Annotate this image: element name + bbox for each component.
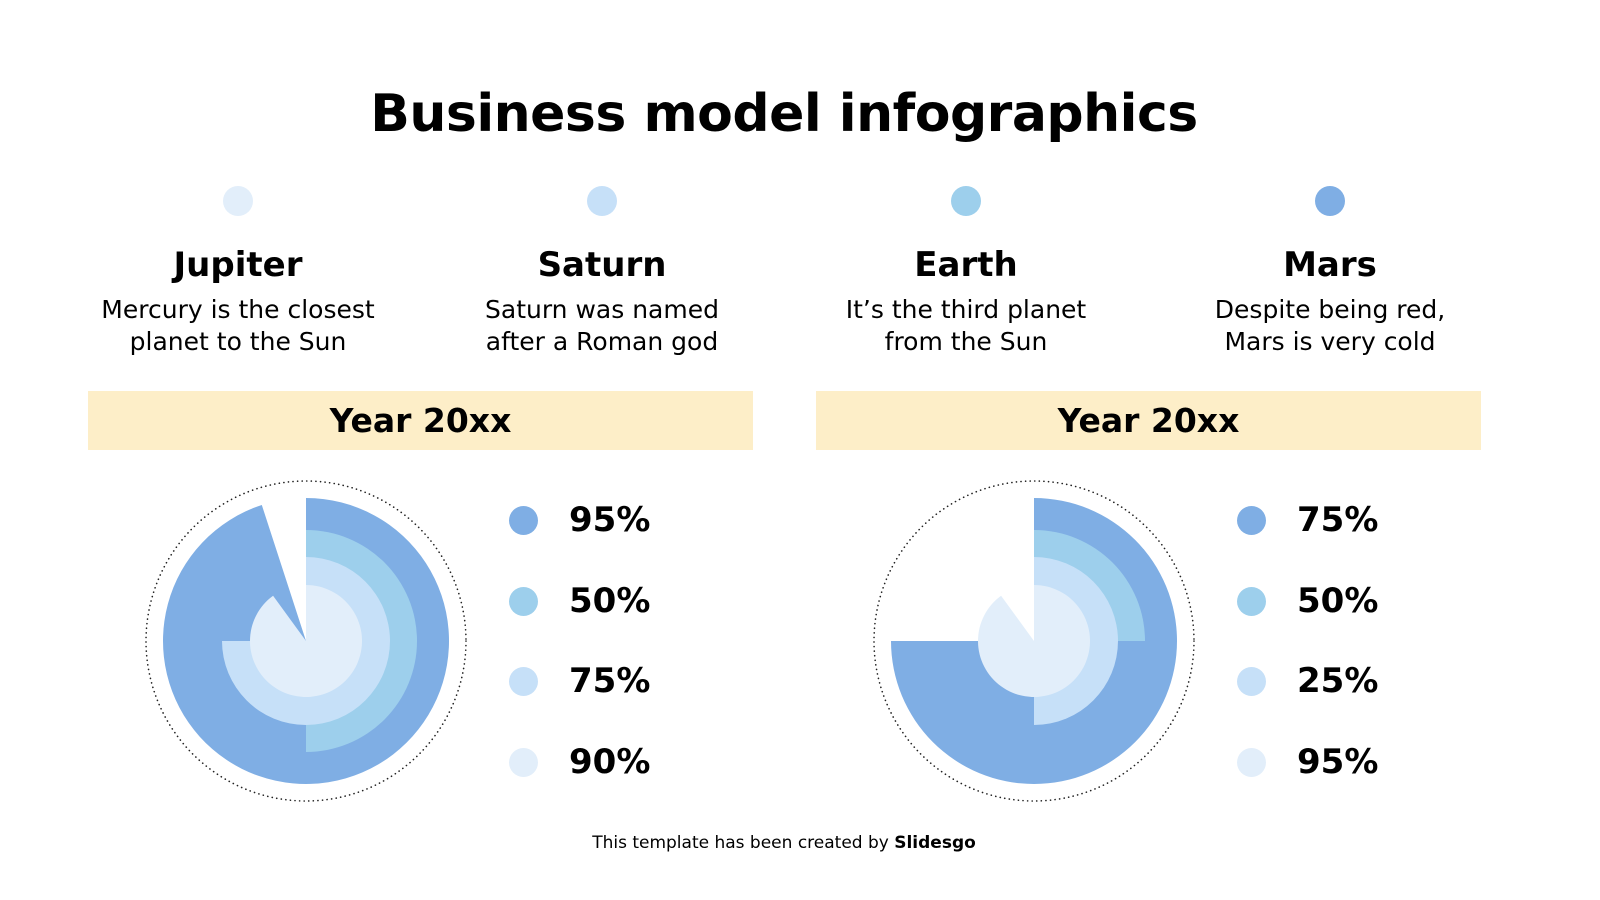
column-earth: Earth It’s the third planet from the Sun xyxy=(796,186,1136,358)
column-description: Despite being red, Mars is very cold xyxy=(1214,295,1446,356)
column-title: Earth xyxy=(914,245,1018,285)
chart-segment xyxy=(978,585,1091,697)
legend-dot-icon xyxy=(1237,667,1266,696)
chart-legend: 95% 50% 75% 90% xyxy=(509,500,650,822)
legend-item: 90% xyxy=(509,742,650,823)
legend-value: 50% xyxy=(1297,580,1379,621)
legend-dot-icon xyxy=(509,586,538,616)
column-jupiter: Jupiter Mercury is the closest planet to … xyxy=(68,186,408,358)
radial-chart xyxy=(873,480,1195,802)
legend-item: 25% xyxy=(1237,661,1378,742)
legend-value: 25% xyxy=(1297,661,1379,701)
legend-item: 75% xyxy=(509,661,650,742)
legend-item: 50% xyxy=(1237,581,1378,662)
circle-icon xyxy=(223,186,253,216)
column-mars: Mars Despite being red, Mars is very cold xyxy=(1160,186,1500,358)
chart-legend: 75% 50% 25% 95% xyxy=(1237,500,1378,822)
legend-dot-icon xyxy=(509,506,538,535)
legend-value: 95% xyxy=(569,500,651,540)
column-title: Mars xyxy=(1283,245,1377,285)
column-description: It’s the third planet from the Sun xyxy=(845,295,1087,356)
year-banner: Year 20xx xyxy=(816,391,1481,450)
legend-item: 95% xyxy=(509,500,650,581)
column-title: Jupiter xyxy=(173,245,303,285)
circle-icon xyxy=(587,186,617,216)
legend-item: 75% xyxy=(1237,500,1378,581)
column-saturn: Saturn Saturn was named after a Roman god xyxy=(432,186,772,358)
footer-credit: This template has been created by Slides… xyxy=(592,833,976,853)
legend-value: 95% xyxy=(1297,741,1379,782)
legend-dot-icon xyxy=(509,747,538,777)
legend-value: 75% xyxy=(569,661,651,701)
legend-dot-icon xyxy=(1237,586,1266,616)
legend-value: 50% xyxy=(569,580,651,621)
legend-value: 75% xyxy=(1297,500,1379,540)
legend-item: 50% xyxy=(509,581,650,662)
legend-value: 90% xyxy=(569,741,651,782)
column-title: Saturn xyxy=(537,245,667,285)
column-description: Saturn was named after a Roman god xyxy=(485,295,719,356)
legend-dot-icon xyxy=(1237,747,1266,777)
page-title: Business model infographics xyxy=(370,84,1198,144)
brand-link[interactable]: Slidesgo xyxy=(894,833,976,853)
radial-chart xyxy=(145,480,467,802)
chart-segment xyxy=(250,585,363,697)
year-banner: Year 20xx xyxy=(88,391,753,450)
legend-dot-icon xyxy=(1237,506,1266,535)
circle-icon xyxy=(1315,186,1345,216)
circle-icon xyxy=(951,186,981,216)
column-description: Mercury is the closest planet to the Sun xyxy=(101,295,375,356)
legend-item: 95% xyxy=(1237,742,1378,823)
legend-dot-icon xyxy=(509,667,538,696)
